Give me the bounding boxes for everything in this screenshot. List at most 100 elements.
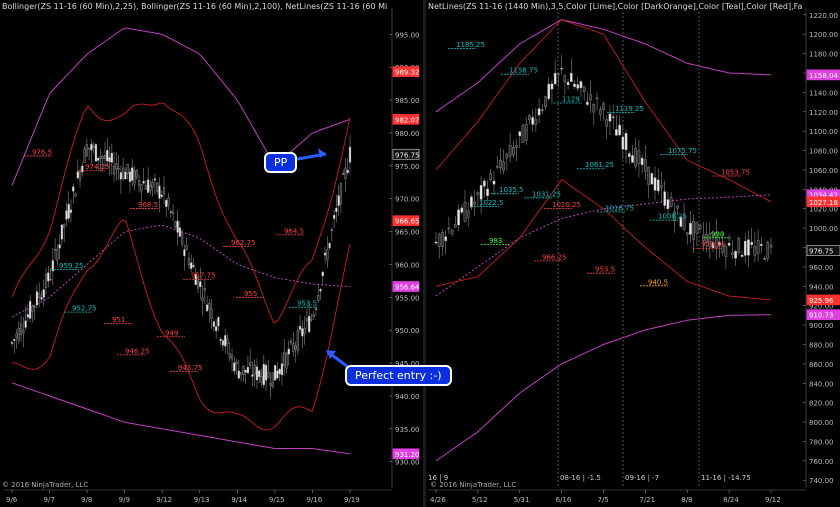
price-candle [131,167,134,181]
y-tick-label: 840.00 [809,380,834,388]
panel-divider[interactable] [423,0,426,507]
right-price-chart[interactable]: 1185.25 1158.75 1129 1119.25 1075.75 1053.75 1… [426,0,840,507]
y-tick-label: 1180.00 [809,51,838,59]
price-candle [450,230,454,235]
price-candle [85,144,88,156]
bollinger-upper-25 [11,102,351,324]
price-candle [106,150,109,162]
y-tick-label: 760.00 [809,458,834,466]
price-candle [537,108,541,116]
price-candle [605,119,609,127]
price-candle [323,252,327,256]
netline-level-label: 952.75 [72,305,97,313]
price-candle [682,216,686,230]
price-tag [806,294,840,306]
bollinger-lower-25 [11,219,351,431]
price-candle [508,145,512,157]
price-candle [479,185,483,200]
price-candle [348,146,352,163]
price-candle [119,172,122,180]
price-candle [244,369,247,373]
price-tag-label: 925.96 [809,297,834,305]
y-tick-label: 970.00 [395,196,420,204]
price-tag [806,196,840,208]
price-candle [695,222,699,234]
price-tag [392,281,420,292]
netline-level-label: 959.25 [59,262,84,270]
price-candle [147,179,150,193]
price-candle [602,103,605,110]
price-candle [165,199,168,207]
price-tag [392,448,420,460]
price-candle [22,330,25,334]
left-price-chart[interactable]: 976.5 974.25 968.5 957.75 955 953.5 952.75 946.… [0,0,423,507]
price-candle [24,320,27,328]
netline-level-label: 953.5 [595,266,615,274]
price-candle [663,191,667,206]
price-candle [17,327,20,341]
price-candle [103,155,107,159]
price-candle [29,301,32,319]
price-candle [162,187,166,195]
price-candle [634,148,638,167]
price-candle [457,209,460,226]
bollinger-mid-100 [11,224,351,318]
price-candle [550,83,554,90]
netline-level-label: 1035.5 [499,186,524,194]
price-candle [344,167,347,179]
price-candle [483,180,486,187]
price-candle [237,370,240,379]
price-candle [151,181,154,188]
price-tag-label: 976.75 [395,151,420,159]
price-candle [187,258,191,266]
price-candle [644,159,647,172]
y-tick-label: 930.00 [395,459,420,467]
price-candle [763,258,766,260]
price-candle [515,145,518,148]
price-candle [208,303,211,309]
price-candle [544,96,547,107]
price-candle [573,83,576,87]
price-candle [44,273,48,288]
x-tick-label: 9/8 [81,496,92,504]
price-candle [647,166,650,185]
price-candle [310,319,313,321]
price-candle [303,327,306,334]
price-candle [115,163,118,170]
price-candle [246,367,250,374]
price-candle [230,354,234,360]
price-candle [586,101,589,105]
x-tick-label: 9/13 [194,496,210,504]
price-candle [463,202,467,222]
price-candle [769,244,773,248]
price-candle [326,249,329,261]
price-candle [35,291,39,306]
price-candle [621,136,625,150]
price-candle [185,245,188,250]
price-candle [26,314,29,318]
price-tag [392,148,420,160]
price-candle [737,237,741,254]
price-candle [708,233,712,248]
netline-level-label: 968.5 [138,201,158,209]
netline-level-label: 951 [112,316,125,324]
netline-level-label: 940.5 [648,278,668,286]
price-candle [255,366,259,381]
price-candle [88,147,91,150]
price-candle [434,241,438,244]
netline-level-label: 1008.25 [658,213,687,221]
netline-level-label: 1075.75 [668,147,697,155]
y-tick-label: 1060.00 [809,167,838,175]
netline-level-label: 1016.75 [605,204,634,212]
bollinger-lower-100 [11,382,351,455]
price-tag-label: 989.32 [395,69,420,77]
price-tag-label: 982.07 [395,116,420,124]
price-candle [563,75,567,83]
price-candle [83,148,86,163]
price-candle [72,186,75,192]
netline-level-label: 943.75 [178,364,203,372]
price-candle [94,144,98,162]
netline-level-label: 974.25 [85,163,110,171]
netline-level-label: 953.5 [297,300,317,308]
price-candle [171,211,175,214]
